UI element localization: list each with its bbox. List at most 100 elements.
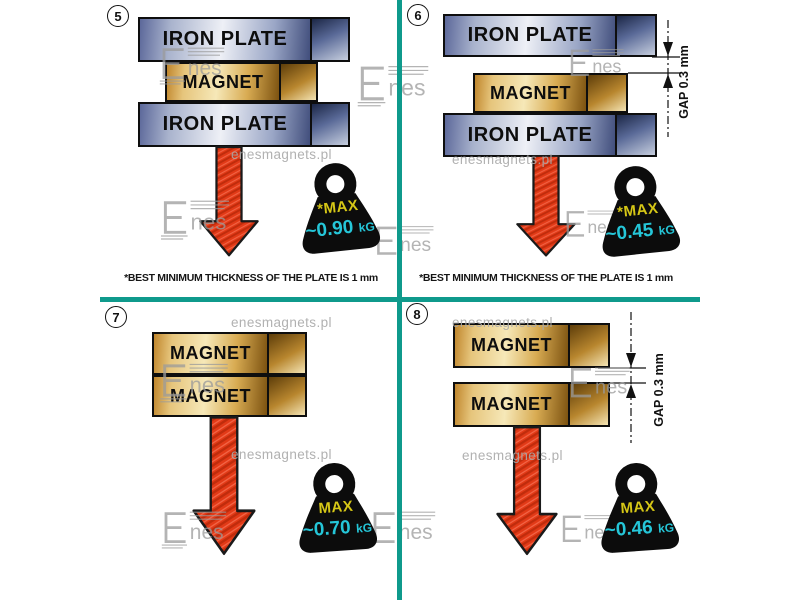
iron-plate-face: IRON PLATE bbox=[445, 16, 615, 55]
watermark-logo-text: nes bbox=[191, 209, 227, 234]
magnet-label: MAGNET bbox=[490, 82, 571, 103]
watermark-logo-icon: nes bbox=[159, 47, 225, 85]
watermark-logo-text: nes bbox=[399, 521, 433, 544]
watermark-site-text: enesmagnets.pl bbox=[231, 147, 332, 162]
footnote: *BEST MINIMUM THICKNESS OF THE PLATE IS … bbox=[96, 272, 406, 284]
weight-unit: kG bbox=[657, 520, 675, 536]
panel-6-number-text: 6 bbox=[414, 7, 422, 23]
iron-plate-face: IRON PLATE bbox=[140, 104, 310, 145]
watermark-site-text: enesmagnets.pl bbox=[231, 447, 332, 462]
weight-value-number: ~0.46 bbox=[604, 517, 654, 542]
watermark-logo-text: nes bbox=[595, 376, 627, 398]
dim-arrow-up-icon bbox=[626, 384, 636, 398]
iron-plate-side-face bbox=[310, 19, 348, 60]
iron-plate-face: IRON PLATE bbox=[140, 19, 310, 60]
weight-value-number: ~0.90 bbox=[304, 216, 355, 243]
panel-7-number: 7 bbox=[105, 306, 127, 328]
magnet-side-face bbox=[568, 325, 608, 366]
pull-force-arrow-icon bbox=[496, 426, 558, 556]
watermark-logo-icon: nes bbox=[570, 49, 624, 76]
weight-icon: MAX ~0.46 kG bbox=[591, 457, 686, 561]
magnet-label: MAGNET bbox=[170, 343, 251, 363]
watermark-logo-icon: nes bbox=[160, 363, 228, 403]
iron-plate-label: IRON PLATE bbox=[467, 24, 593, 46]
magnet-face: MAGNET bbox=[455, 325, 568, 366]
weight-unit: kG bbox=[355, 520, 373, 536]
magnet-label: MAGNET bbox=[471, 335, 552, 355]
watermark-logo-icon: nes bbox=[377, 226, 434, 256]
magnet-label: MAGNET bbox=[182, 71, 264, 92]
gap-dimension: GAP 0.3 mm bbox=[628, 20, 691, 137]
magnet-side-face bbox=[568, 384, 608, 425]
magnet-bar: MAGNET bbox=[473, 73, 628, 113]
panel-8-number: 8 bbox=[406, 303, 428, 325]
dim-arrow-up-icon bbox=[663, 74, 673, 88]
watermark-logo-text: nes bbox=[190, 521, 224, 544]
watermark-site-text: enesmagnets.pl bbox=[452, 152, 553, 167]
kettlebell-shape bbox=[302, 163, 381, 254]
gap-label: GAP 0.3 mm bbox=[677, 45, 691, 118]
panel-8-number-text: 8 bbox=[413, 306, 421, 322]
footnote-text: *BEST MINIMUM THICKNESS OF THE PLATE IS bbox=[419, 272, 645, 284]
watermark-logo-text: nes bbox=[400, 235, 431, 256]
magnet-side-face bbox=[279, 64, 316, 100]
weight-unit: kG bbox=[658, 222, 676, 238]
magnet-bottom-bar: MAGNET bbox=[453, 382, 610, 427]
watermark-logo-icon: nes bbox=[161, 511, 227, 549]
watermark-logo-text: nes bbox=[190, 372, 225, 397]
iron-plate-side-face bbox=[615, 115, 655, 155]
magnet-side-face bbox=[586, 75, 626, 111]
iron-plate-side-face bbox=[615, 16, 655, 55]
weight-icon: MAX ~0.70 kG bbox=[289, 457, 384, 561]
iron-plate-face: IRON PLATE bbox=[445, 115, 615, 155]
watermark-site-text: enesmagnets.pl bbox=[231, 315, 332, 330]
panel-5-number-text: 5 bbox=[114, 8, 122, 24]
weight-value-number: ~0.45 bbox=[604, 219, 655, 246]
iron-plate-bottom-bar: IRON PLATE bbox=[138, 102, 350, 147]
iron-plate-label: IRON PLATE bbox=[162, 113, 288, 135]
gap-label: GAP 0.3 mm bbox=[652, 353, 666, 426]
footnote: *BEST MINIMUM THICKNESS OF THE PLATE IS … bbox=[396, 272, 696, 284]
magnet-top-bar: MAGNET bbox=[453, 323, 610, 368]
magnet-label: MAGNET bbox=[170, 385, 251, 406]
magnet-label: MAGNET bbox=[471, 394, 552, 414]
magnet-side-face bbox=[267, 377, 305, 415]
horizontal-divider bbox=[100, 297, 700, 302]
watermark-logo-icon: nes bbox=[357, 65, 429, 107]
footnote-bold: 1 mm bbox=[646, 272, 674, 284]
iron-plate-label: IRON PLATE bbox=[467, 123, 593, 146]
footnote-bold: 1 mm bbox=[351, 272, 379, 284]
magnet-face: MAGNET bbox=[475, 75, 586, 111]
dim-arrow-down-icon bbox=[626, 353, 636, 367]
magnet-bar: MAGNET bbox=[165, 62, 318, 102]
pull-force-arrow-icon bbox=[516, 155, 576, 257]
weight-icon: *MAX ~0.90 kG bbox=[289, 156, 387, 263]
watermark-logo-text: nes bbox=[188, 57, 222, 80]
magnet-face: MAGNET bbox=[455, 384, 568, 425]
watermark-site-text: enesmagnets.pl bbox=[462, 448, 563, 463]
weight-unit: kG bbox=[358, 219, 376, 235]
panel-5-number: 5 bbox=[107, 5, 129, 27]
iron-plate-label: IRON PLATE bbox=[162, 28, 288, 50]
iron-plate-top-bar: IRON PLATE bbox=[138, 17, 350, 62]
watermark-site-text: enesmagnets.pl bbox=[452, 315, 553, 330]
iron-plate-top-bar: IRON PLATE bbox=[443, 14, 657, 57]
weight-icon: *MAX ~0.45 kG bbox=[589, 159, 687, 266]
watermark-logo-text: nes bbox=[592, 56, 621, 76]
kettlebell-shape bbox=[299, 463, 378, 553]
magnet-side-face bbox=[267, 334, 305, 373]
watermark-logo-text: nes bbox=[388, 75, 425, 101]
panel-6-number: 6 bbox=[407, 4, 429, 26]
panel-7-number-text: 7 bbox=[112, 309, 120, 325]
watermark-logo-icon: nes bbox=[571, 367, 630, 398]
weight-value-number: ~0.70 bbox=[302, 517, 352, 542]
watermark-logo-icon: nes bbox=[373, 511, 436, 544]
kettlebell-shape bbox=[601, 463, 680, 553]
kettlebell-shape bbox=[602, 166, 681, 257]
dim-arrow-down-icon bbox=[663, 42, 673, 56]
magnet-face: MAGNET bbox=[167, 64, 279, 100]
footnote-text: *BEST MINIMUM THICKNESS OF THE PLATE IS bbox=[124, 272, 350, 284]
iron-plate-side-face bbox=[310, 104, 348, 145]
watermark-logo-icon: nes bbox=[160, 200, 230, 240]
